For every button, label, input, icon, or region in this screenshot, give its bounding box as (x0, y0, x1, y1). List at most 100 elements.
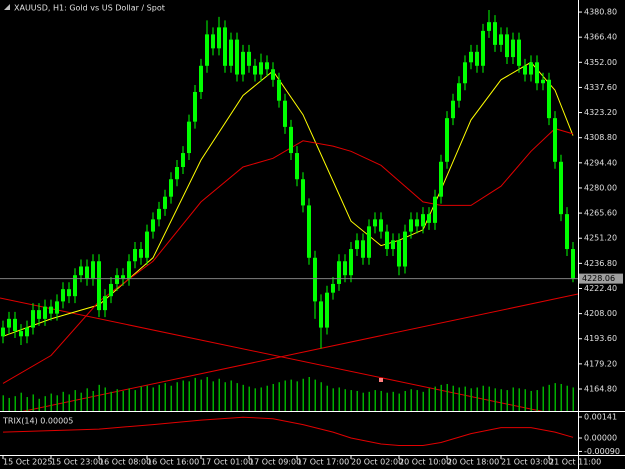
candle-body (271, 69, 275, 80)
candle-body (499, 34, 503, 45)
y-tick-label: 4251.20 (584, 234, 617, 243)
candle-body (103, 296, 107, 311)
candle-body (49, 306, 53, 314)
volume-bar (68, 394, 70, 411)
candle-body (421, 214, 425, 227)
volume-bar (170, 385, 172, 411)
candle-body (553, 118, 557, 162)
candle-body (79, 266, 83, 276)
volume-bar (212, 381, 214, 411)
candle-body (475, 51, 479, 66)
candle-body (355, 240, 359, 250)
indicator-line (2, 61, 574, 337)
candle-body (547, 79, 551, 119)
candle-body (301, 179, 305, 206)
indicator-title: TRIX(14) 0.00005 (2, 417, 73, 426)
volume-bar (350, 390, 352, 411)
symbol-icon (4, 4, 10, 10)
candle-body (127, 261, 131, 279)
candle-body (397, 240, 401, 267)
candle-body (163, 196, 167, 209)
candle-body (415, 219, 419, 227)
candle-body (1, 327, 5, 337)
volume-bar (62, 391, 64, 411)
candle-body (151, 219, 155, 232)
candle-body (109, 283, 113, 297)
candle-body (439, 161, 443, 197)
y-tick-label: 4352.00 (584, 58, 617, 67)
candle-body (505, 34, 509, 58)
candle-body (283, 100, 287, 127)
volume-bar (446, 383, 448, 411)
candle-body (85, 266, 89, 279)
candle-body (319, 301, 323, 328)
volume-bar (392, 391, 394, 411)
volume-bar (536, 390, 538, 411)
volume-bar (218, 378, 220, 411)
candle-body (409, 219, 413, 232)
volume-bar (230, 380, 232, 411)
volume-bar (188, 381, 190, 411)
x-tick-label: 17 Oct 09:00 (249, 458, 301, 467)
y-tick-label: 4193.60 (584, 334, 617, 343)
volume-bar (440, 384, 442, 411)
candle-body (517, 39, 521, 66)
candle-body (223, 27, 227, 66)
candle-body (487, 22, 491, 31)
candle-body (361, 240, 365, 258)
last-price-box (579, 273, 623, 284)
volume-bar (104, 387, 106, 411)
y-tick-label: 0.00000 (584, 434, 617, 443)
volume-bar (368, 391, 370, 411)
candle-body (373, 219, 377, 227)
volume-bar (146, 385, 148, 411)
y-tick-label: 4337.60 (584, 83, 617, 92)
candle-body (169, 179, 173, 197)
volume-bar (8, 397, 10, 411)
candle-body (337, 261, 341, 284)
y-tick-label: 4323.20 (584, 108, 617, 117)
volume-bar (488, 386, 490, 411)
candle-body (121, 275, 125, 279)
volume-bar (452, 385, 454, 411)
volume-bar (284, 380, 286, 411)
volume-bar (338, 387, 340, 411)
volume-bar (44, 396, 46, 411)
volume-bar (260, 387, 262, 411)
candle-body (13, 318, 17, 332)
main-panel (0, 9, 578, 411)
y-tick-label: 4208.00 (584, 309, 617, 318)
candle-body (67, 289, 71, 297)
volume-bar (410, 389, 412, 411)
y-tick-label: 4179.20 (584, 359, 617, 368)
candle-body (385, 231, 389, 250)
volume-bar (374, 390, 376, 411)
candle-body (241, 51, 245, 75)
y-tick-label: 4265.60 (584, 209, 617, 218)
volume-bar (434, 386, 436, 411)
candle-body (229, 39, 233, 66)
candle-body (193, 91, 197, 122)
volume-bar (38, 398, 40, 411)
volume-bar (242, 384, 244, 411)
volume-bar (416, 390, 418, 411)
volume-bar (176, 382, 178, 411)
y-tick-label: 4236.80 (584, 259, 617, 268)
candle-body (139, 249, 143, 258)
volume-bar (344, 389, 346, 411)
candle-body (37, 310, 41, 319)
volume-bar (164, 383, 166, 411)
volume-bar (470, 388, 472, 411)
volume-bar (308, 377, 310, 411)
volume-bar (134, 390, 136, 411)
trend-anchor (379, 378, 383, 382)
candle-body (535, 62, 539, 84)
volume-bar (530, 390, 532, 411)
volume-bar (26, 397, 28, 411)
volume-bar (326, 385, 328, 411)
volume-bar (248, 386, 250, 411)
volume-bar (200, 379, 202, 411)
volume-bar (224, 382, 226, 411)
volume-bar (122, 390, 124, 411)
